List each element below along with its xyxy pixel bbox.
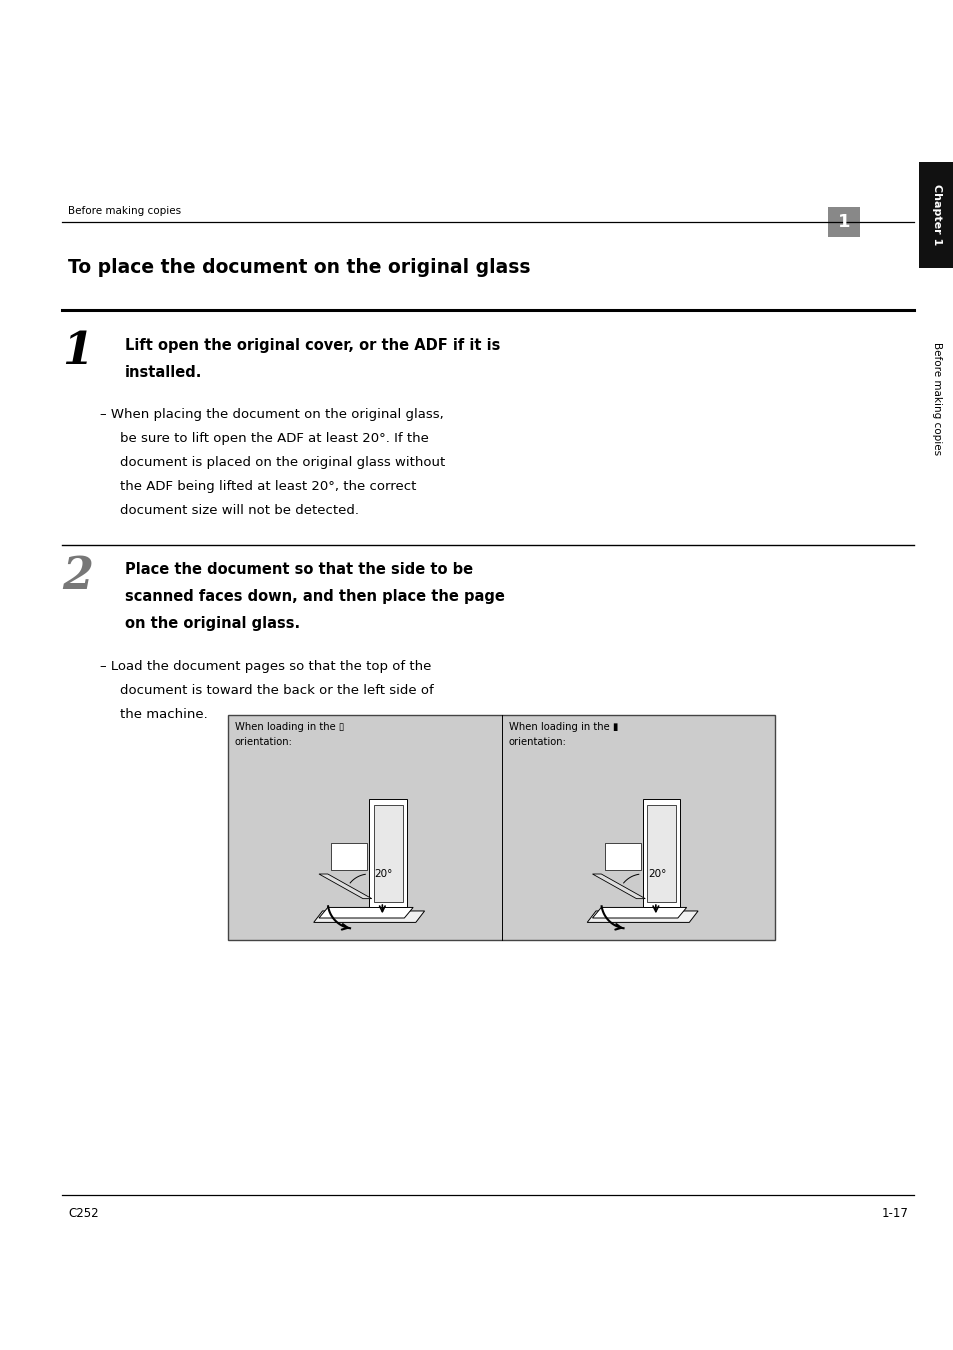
Polygon shape [592,873,644,899]
Text: scanned faces down, and then place the page: scanned faces down, and then place the p… [125,589,504,603]
Polygon shape [331,844,367,869]
Text: Chapter 1: Chapter 1 [930,185,941,246]
Text: orientation:: orientation: [508,737,566,747]
Text: C252: C252 [68,1207,98,1220]
Text: Lift open the original cover, or the ADF if it is: Lift open the original cover, or the ADF… [125,338,500,352]
Text: To place the document on the original glass: To place the document on the original gl… [68,258,530,277]
Text: – Load the document pages so that the top of the: – Load the document pages so that the to… [100,660,431,674]
Polygon shape [587,911,698,922]
Bar [228,716,774,940]
Text: 1: 1 [63,329,93,373]
Polygon shape [314,911,424,922]
Text: on the original glass.: on the original glass. [125,616,300,630]
Text: 1-17: 1-17 [882,1207,908,1220]
Text: document size will not be detected.: document size will not be detected. [120,504,358,517]
Text: orientation:: orientation: [234,737,293,747]
Polygon shape [646,806,676,902]
Polygon shape [318,873,372,899]
Bar [918,162,953,269]
Polygon shape [604,844,640,869]
Text: 1: 1 [837,213,849,231]
Text: installed.: installed. [125,364,202,379]
Text: the machine.: the machine. [120,707,208,721]
Text: 20°: 20° [647,869,665,879]
Text: document is placed on the original glass without: document is placed on the original glass… [120,456,445,468]
Polygon shape [369,799,407,907]
Text: 2: 2 [63,555,93,598]
Text: Before making copies: Before making copies [68,207,181,216]
Text: 20°: 20° [374,869,393,879]
Polygon shape [318,907,413,918]
Polygon shape [374,806,402,902]
Polygon shape [592,907,686,918]
Text: Place the document so that the side to be: Place the document so that the side to b… [125,562,473,576]
Text: – When placing the document on the original glass,: – When placing the document on the origi… [100,408,443,421]
Text: When loading in the ▯: When loading in the ▯ [234,722,344,732]
Bar [827,207,859,238]
Text: be sure to lift open the ADF at least 20°. If the: be sure to lift open the ADF at least 20… [120,432,429,446]
Text: When loading in the ▮: When loading in the ▮ [508,722,618,732]
Text: Before making copies: Before making copies [930,343,941,455]
Text: document is toward the back or the left side of: document is toward the back or the left … [120,684,434,697]
Text: the ADF being lifted at least 20°, the correct: the ADF being lifted at least 20°, the c… [120,481,416,493]
Polygon shape [642,799,679,907]
